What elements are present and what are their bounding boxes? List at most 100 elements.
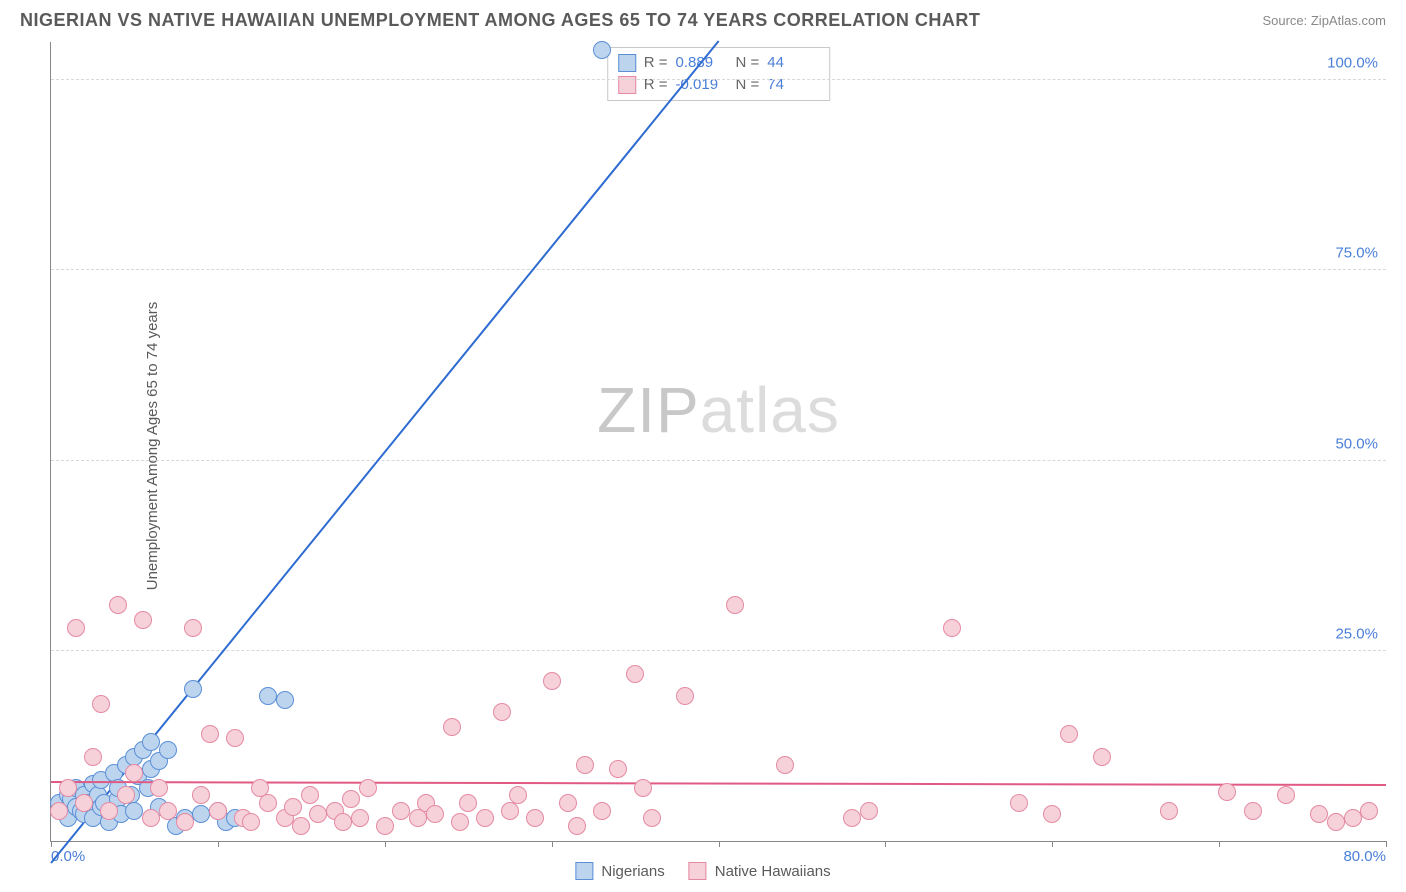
data-point — [359, 779, 377, 797]
data-point — [184, 680, 202, 698]
stats-row: R =-0.019N =74 — [618, 74, 820, 96]
data-point — [276, 691, 294, 709]
data-point — [526, 809, 544, 827]
x-tick-label: 80.0% — [1343, 848, 1386, 865]
x-tick-mark — [1386, 841, 1387, 847]
data-point — [726, 596, 744, 614]
data-point — [176, 813, 194, 831]
chart-title: NIGERIAN VS NATIVE HAWAIIAN UNEMPLOYMENT… — [20, 10, 980, 31]
gridline — [51, 460, 1386, 461]
data-point — [84, 748, 102, 766]
data-point — [459, 794, 477, 812]
legend-swatch — [689, 862, 707, 880]
data-point — [451, 813, 469, 831]
gridline — [51, 650, 1386, 651]
data-point — [443, 718, 461, 736]
data-point — [100, 802, 118, 820]
data-point — [509, 786, 527, 804]
data-point — [284, 798, 302, 816]
data-point — [184, 619, 202, 637]
data-point — [301, 786, 319, 804]
stats-row: R =0.889N =44 — [618, 52, 820, 74]
data-point — [843, 809, 861, 827]
stat-label: N = — [736, 74, 760, 96]
x-tick-mark — [1052, 841, 1053, 847]
data-point — [1093, 748, 1111, 766]
stats-legend: R =0.889N =44R =-0.019N =74 — [607, 47, 831, 101]
legend-item: Native Hawaiians — [689, 862, 831, 880]
data-point — [67, 619, 85, 637]
data-point — [376, 817, 394, 835]
watermark: ZIPatlas — [597, 373, 840, 447]
data-point — [1043, 805, 1061, 823]
data-point — [1310, 805, 1328, 823]
data-point — [159, 802, 177, 820]
data-point — [676, 687, 694, 705]
data-point — [943, 619, 961, 637]
data-point — [392, 802, 410, 820]
stat-n-value: 74 — [767, 74, 819, 96]
scatter-chart: ZIPatlas R =0.889N =44R =-0.019N =74 25.… — [50, 42, 1386, 842]
data-point — [493, 703, 511, 721]
legend-label: Native Hawaiians — [715, 863, 831, 880]
stat-label: R = — [644, 74, 668, 96]
data-point — [242, 813, 260, 831]
data-point — [593, 41, 611, 59]
legend-label: Nigerians — [601, 863, 664, 880]
data-point — [59, 779, 77, 797]
data-point — [309, 805, 327, 823]
data-point — [117, 786, 135, 804]
data-point — [634, 779, 652, 797]
data-point — [643, 809, 661, 827]
x-tick-mark — [719, 841, 720, 847]
data-point — [142, 733, 160, 751]
x-tick-mark — [51, 841, 52, 847]
source-attribution: Source: ZipAtlas.com — [1262, 13, 1386, 28]
data-point — [125, 764, 143, 782]
gridline — [51, 269, 1386, 270]
data-point — [1218, 783, 1236, 801]
legend-item: Nigerians — [575, 862, 664, 880]
data-point — [125, 802, 143, 820]
x-tick-mark — [885, 841, 886, 847]
data-point — [1344, 809, 1362, 827]
legend-swatch — [575, 862, 593, 880]
data-point — [150, 779, 168, 797]
stat-label: N = — [736, 52, 760, 74]
data-point — [860, 802, 878, 820]
data-point — [476, 809, 494, 827]
data-point — [593, 802, 611, 820]
data-point — [92, 695, 110, 713]
x-tick-mark — [1219, 841, 1220, 847]
legend-swatch — [618, 54, 636, 72]
stat-label: R = — [644, 52, 668, 74]
data-point — [1277, 786, 1295, 804]
data-point — [75, 794, 93, 812]
data-point — [192, 805, 210, 823]
y-tick-label: 50.0% — [1335, 435, 1378, 452]
data-point — [1010, 794, 1028, 812]
data-point — [259, 794, 277, 812]
data-point — [192, 786, 210, 804]
data-point — [1060, 725, 1078, 743]
data-point — [134, 611, 152, 629]
data-point — [50, 802, 68, 820]
data-point — [559, 794, 577, 812]
data-point — [568, 817, 586, 835]
data-point — [292, 817, 310, 835]
series-legend: Nigerians Native Hawaiians — [575, 862, 830, 880]
data-point — [609, 760, 627, 778]
x-tick-mark — [385, 841, 386, 847]
data-point — [1244, 802, 1262, 820]
x-tick-mark — [552, 841, 553, 847]
y-tick-label: 25.0% — [1335, 625, 1378, 642]
data-point — [259, 687, 277, 705]
x-tick-mark — [218, 841, 219, 847]
data-point — [1327, 813, 1345, 831]
y-tick-label: 100.0% — [1327, 55, 1378, 72]
stat-n-value: 44 — [767, 52, 819, 74]
data-point — [109, 596, 127, 614]
data-point — [159, 741, 177, 759]
data-point — [626, 665, 644, 683]
data-point — [1160, 802, 1178, 820]
